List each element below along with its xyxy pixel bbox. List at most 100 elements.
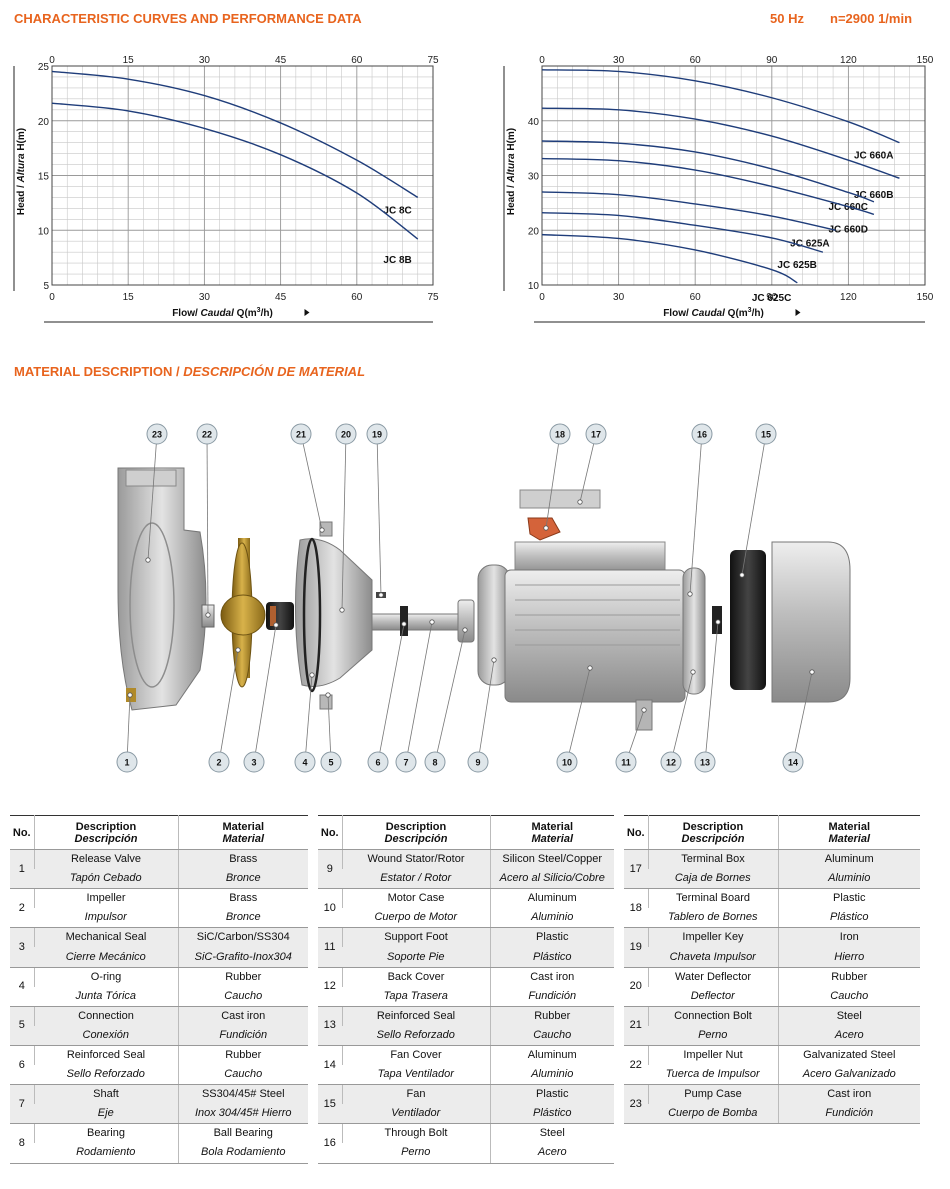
material-es: Fundición (489, 986, 614, 1007)
table-row: 9 Wound Stator/Rotor Silicon Steel/Copper (318, 849, 614, 890)
description-es: Perno (648, 1025, 778, 1046)
material-es: Aluminio (489, 1065, 614, 1086)
description-en: Support Foot (341, 927, 490, 948)
material-es: Caucho (777, 986, 920, 1007)
material-en: SiC/Carbon/SS304 (177, 927, 308, 948)
x-axis-label: Flow/ Caudal Q(m3/h) (663, 307, 764, 319)
table-row-secondary: Soporte Pie Plástico (318, 947, 614, 968)
callout-20: 20 (335, 423, 357, 445)
callout-anchor-dot (205, 612, 211, 618)
material-en: Cast iron (177, 1006, 308, 1026)
plot-frame (541, 65, 926, 286)
material-en: Silicon Steel/Copper (489, 849, 614, 870)
x-tick-label-top: 30 (613, 55, 625, 66)
description-en: Fan Cover (341, 1045, 490, 1066)
svg-text:22: 22 (202, 430, 212, 440)
description-en: Wound Stator/Rotor (341, 849, 490, 870)
description-en: Water Deflector (647, 967, 778, 987)
callout-6: 6 (367, 751, 389, 773)
callout-1: 1 (116, 751, 138, 773)
material-en: SS304/45# Steel (177, 1084, 308, 1105)
material-en: Plastic (489, 1084, 614, 1105)
y-axis-label: Head / Altura H(m) (506, 128, 517, 215)
series-curve (541, 191, 836, 231)
description-es: Sello Reforzado (34, 1065, 178, 1086)
description-en: Back Cover (341, 967, 490, 987)
material-es: Plástico (777, 908, 920, 929)
part-number: 6 (10, 1045, 34, 1086)
series-label: JC 625B (777, 260, 816, 271)
description-en: Impeller Nut (647, 1045, 778, 1066)
svg-text:19: 19 (372, 430, 382, 440)
part-number: 20 (624, 967, 648, 1007)
svg-text:1: 1 (124, 758, 129, 768)
svg-text:6: 6 (375, 758, 380, 768)
x-tick-label-top: 75 (427, 55, 439, 66)
svg-text:9: 9 (475, 758, 480, 768)
description-en: Mechanical Seal (33, 927, 178, 948)
callout-leader (579, 433, 597, 503)
callout-4: 4 (294, 751, 316, 773)
callout-leader (126, 694, 131, 763)
description-es: Conexión (34, 1025, 178, 1046)
material-es: Caucho (489, 1025, 614, 1046)
part-number: 1 (10, 849, 34, 890)
series-label: JC 8B (383, 255, 411, 266)
part-number: 13 (318, 1006, 342, 1046)
table-row: 18 Terminal Board Plastic (624, 888, 920, 929)
callout-leader (147, 433, 158, 561)
callout-anchor-dot (715, 619, 721, 625)
y-tick-label: 20 (528, 226, 540, 237)
description-en: Pump Case (647, 1084, 778, 1105)
callout-leader (741, 433, 767, 576)
table-row: 17 Terminal Box Aluminum (624, 849, 920, 890)
material-es: Bola Rodamiento (177, 1143, 308, 1164)
callout-leader (792, 671, 813, 763)
material-en: Cast iron (777, 1084, 920, 1105)
table-row-secondary: Eje Inox 304/45# Hierro (10, 1104, 308, 1125)
callout-10: 10 (556, 751, 578, 773)
part-number: 19 (624, 927, 648, 968)
series-curve (541, 212, 824, 253)
series-label: JC 660B (854, 190, 893, 201)
callout-23: 23 (146, 423, 168, 445)
material-en: Rubber (489, 1006, 614, 1026)
description-es: Tablero de Bornes (648, 908, 778, 929)
callout-9: 9 (467, 751, 489, 773)
callout-leader (376, 433, 382, 596)
table-row: 12 Back Cover Cast iron (318, 967, 614, 1007)
material-en: Iron (777, 927, 920, 948)
series-label: JC 660D (828, 224, 867, 235)
part-number: 2 (10, 888, 34, 929)
x-axis-arrow (304, 309, 310, 316)
description-es: Ventilador (342, 1104, 490, 1125)
callout-anchor-dot (687, 591, 693, 597)
callout-16: 16 (691, 423, 713, 445)
x-tick-label-bottom: 45 (275, 292, 287, 303)
x-tick-label-bottom: 15 (123, 292, 135, 303)
back-cover-part (682, 567, 722, 695)
callout-13: 13 (694, 751, 716, 773)
description-es: Perno (342, 1143, 490, 1164)
callout-anchor-dot (809, 669, 815, 675)
description-es: Tapa Ventilador (342, 1065, 490, 1086)
material-es: Aluminio (489, 908, 614, 929)
table-row-secondary: Chaveta Impulsor Hierro (624, 947, 920, 968)
material-en: Galvanizated Steel (777, 1045, 920, 1066)
table-row-secondary: Estator / Rotor Acero al Silicio/Cobre (318, 869, 614, 890)
material-en: Steel (777, 1006, 920, 1026)
plot-frame (51, 65, 434, 286)
part-number: 4 (10, 967, 34, 1007)
material-es: Plástico (489, 1104, 614, 1125)
material-es: Acero (489, 1143, 614, 1164)
x-tick-label-top: 15 (123, 55, 135, 66)
impeller-part (220, 538, 266, 688)
callout-anchor-dot (127, 692, 133, 698)
part-number: 5 (10, 1006, 34, 1046)
callout-8: 8 (424, 751, 446, 773)
header-no: No. (10, 815, 34, 850)
svg-text:13: 13 (700, 758, 710, 768)
table-row: 3 Mechanical Seal SiC/Carbon/SS304 (10, 927, 308, 968)
callout-anchor-dot (273, 622, 279, 628)
material-en: Brass (177, 849, 308, 870)
